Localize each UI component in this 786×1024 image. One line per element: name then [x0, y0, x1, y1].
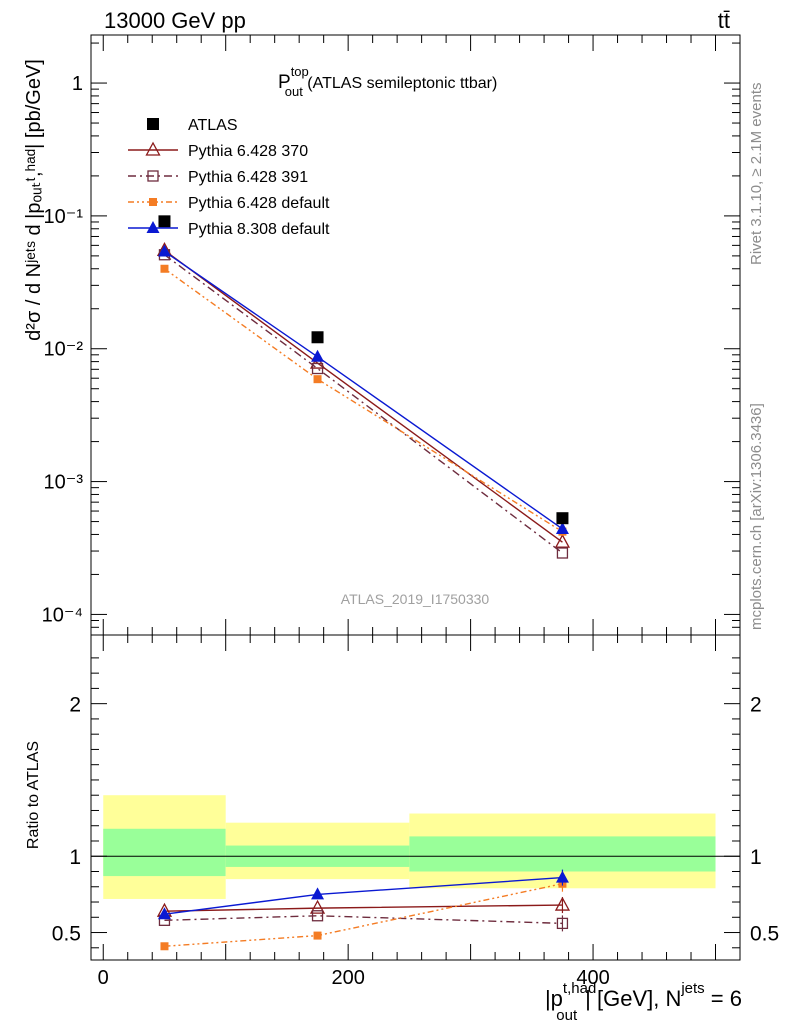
main-point-pythia6_default [160, 264, 169, 273]
main-line-pythia6_391 [164, 254, 563, 554]
ratio-ticks: 0.5 0.5 1 1 2 2 0 200 400 [52, 635, 779, 989]
analysis-watermark: ATLAS_2019_I1750330 [341, 591, 490, 607]
main-y-tick-label: 10⁻² [44, 339, 84, 361]
ratio-y-tick-label: 0.5 [52, 923, 81, 946]
main-y-axis-label: d²σ / d Nʲᵉᵗˢ d |pₒᵤₜᵗ,ʰᵃᵈ| [pb/GeV] [23, 59, 45, 341]
main-point-pythia6_370 [554, 533, 571, 548]
main-point-pythia6_default [313, 375, 322, 384]
main-point-pythia8_default [555, 521, 569, 534]
legend-label: Pythia 6.428 370 [188, 143, 308, 160]
ratio-y-tick-label-right: 0.5 [750, 923, 779, 946]
main-point-pythia8_default [311, 349, 325, 362]
energy-label: 13000 GeV pp [104, 8, 246, 33]
ratio-y-tick-label-right: 2 [750, 694, 762, 717]
main-series [156, 215, 571, 559]
ratio-point-pythia8_default [157, 907, 171, 920]
ratio-series [156, 869, 571, 951]
plot-title-sub: out [285, 84, 303, 99]
x-axis-label-rest: | [GeV], N [585, 986, 681, 1011]
main-y-tick-label: 10⁻⁴ [42, 604, 83, 626]
ratio-point-pythia6_default [160, 942, 169, 951]
ratio-point-pythia8_default [555, 870, 569, 883]
ratio-y-axis-label: Ratio to ATLAS [25, 741, 42, 849]
main-point-atlas [158, 215, 171, 228]
ratio-point-pythia6_default [313, 931, 322, 940]
legend-label: Pythia 6.428 default [188, 195, 330, 212]
x-tick-label: 0 [98, 967, 109, 989]
ratio-line-pythia6_370 [164, 904, 563, 912]
x-axis-label-sup2: jets [680, 980, 704, 997]
x-tick-label: 400 [576, 967, 609, 989]
ratio-point-pythia6_391 [556, 917, 569, 930]
x-axis-label-sup: t,had [563, 980, 596, 997]
main-point-pythia6_391 [556, 547, 569, 559]
x-tick-label: 200 [331, 967, 364, 989]
legend: ATLAS Pythia 6.428 370 Pythia 6.428 391 Pyt… [128, 117, 330, 238]
main-plot: 1 10⁻¹ 10⁻² 10⁻³ 10⁻⁴ Ptop out (ATLAS semilep… [23, 34, 741, 636]
ratio-plot: 0.5 0.5 1 1 2 2 0 200 400 Ratio to ATLAS |pt,had… [25, 634, 779, 1024]
plot-title-sup: top [291, 64, 309, 79]
ratio-y-tick-label: 1 [69, 846, 81, 869]
ratio-point-pythia6_370 [309, 899, 326, 914]
legend-marker [147, 118, 159, 130]
legend-marker [147, 170, 159, 182]
x-axis-label-sub: out [556, 1007, 578, 1024]
process-label: tt̄ [718, 8, 730, 33]
main-line-pythia6_default [164, 268, 563, 533]
x-axis-label-end: = 6 [705, 986, 742, 1011]
ratio-y-tick-label-right: 1 [750, 846, 762, 869]
main-line-pythia6_370 [164, 249, 563, 543]
legend-marker [146, 221, 160, 233]
ratio-point-pythia6_370 [554, 896, 571, 911]
x-axis-label-main: |p [545, 986, 563, 1011]
main-y-tick-label: 10⁻¹ [44, 206, 84, 228]
plot-title: Ptop out (ATLAS semileptonic ttbar) [278, 64, 497, 99]
mcplots-label: mcplots.cern.ch [arXiv:1306.3436] [748, 403, 765, 630]
ratio-band-inner [409, 836, 716, 872]
main-point-atlas [556, 512, 569, 525]
legend-label: Pythia 6.428 391 [188, 169, 308, 186]
x-axis-label: |pt,had out | [GeV], Njets = 6 [545, 980, 742, 1024]
plot-title-main: P [278, 72, 291, 93]
ratio-uncertainty-bands [103, 795, 716, 899]
legend-marker [149, 198, 157, 206]
main-point-pythia6_370 [309, 354, 326, 369]
legend-label: ATLAS [188, 117, 238, 134]
main-point-atlas [311, 331, 324, 344]
legend-marker [145, 141, 161, 156]
plot-title-rest: (ATLAS semileptonic ttbar) [303, 75, 497, 92]
ratio-point-pythia8_default [311, 887, 325, 900]
ratio-point-pythia6_391 [311, 910, 324, 922]
ratio-plot-frame [90, 634, 741, 961]
ratio-line-pythia6_391 [164, 915, 563, 925]
main-y-tick-label: 1 [72, 73, 83, 95]
main-y-ticks: 1 10⁻¹ 10⁻² 10⁻³ 10⁻⁴ [42, 35, 740, 636]
ratio-band-inner [103, 828, 226, 877]
main-line-pythia8_default [164, 250, 563, 530]
main-point-pythia6_391 [311, 362, 324, 375]
legend-label: Pythia 8.308 default [188, 221, 330, 238]
main-point-pythia8_default [157, 244, 171, 257]
ratio-y-tick-label: 2 [69, 694, 81, 717]
main-y-tick-label: 10⁻³ [44, 472, 84, 494]
rivet-label: Rivet 3.1.10, ≥ 2.1M events [748, 83, 765, 266]
